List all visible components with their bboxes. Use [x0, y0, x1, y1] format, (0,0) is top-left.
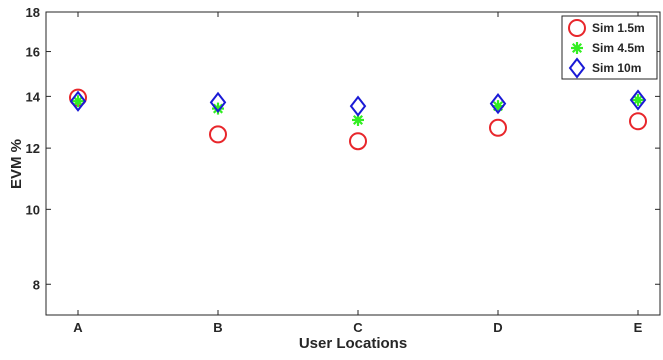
data-marks: [69, 88, 647, 151]
y-tick-label: 14: [26, 89, 41, 104]
x-tick-label: B: [213, 320, 222, 335]
y-axis: 8 10 12 14 16 18: [26, 5, 660, 292]
point-circle: [209, 125, 227, 144]
point-circle: [349, 132, 367, 151]
plot-area: [45, 11, 661, 316]
x-tick-label: D: [493, 320, 502, 335]
point-circle: [629, 112, 647, 131]
point-diamond: [69, 90, 87, 112]
x-axis-title: User Locations: [299, 335, 407, 352]
point-diamond: [349, 95, 367, 117]
legend-label: Sim 4.5m: [592, 41, 645, 55]
x-tick-label: C: [353, 320, 363, 335]
y-axis-title: EVM %: [8, 139, 25, 189]
legend-marker-asterisk: [571, 42, 583, 54]
point-asterisk: [212, 102, 224, 115]
legend-label: Sim 1.5m: [592, 21, 645, 35]
legend-marker-diamond: [568, 57, 586, 79]
point-asterisk: [632, 93, 644, 106]
x-axis: A B C D E: [73, 12, 643, 335]
point-diamond: [209, 91, 227, 114]
point-diamond: [489, 93, 507, 115]
point-asterisk: [72, 95, 84, 108]
y-tick-label: 18: [26, 5, 40, 20]
y-tick-label: 10: [26, 202, 40, 217]
legend-marker-circle: [568, 19, 586, 37]
x-tick-label: A: [73, 320, 83, 335]
y-tick-label: 12: [26, 141, 40, 156]
point-diamond: [629, 89, 647, 111]
legend: Sim 1.5m Sim 4.5m Sim 10m: [561, 15, 658, 80]
y-tick-label: 16: [26, 45, 40, 60]
y-tick-label: 8: [33, 277, 40, 292]
x-tick-label: E: [634, 320, 643, 335]
point-circle: [489, 118, 507, 137]
legend-label: Sim 10m: [592, 61, 641, 75]
